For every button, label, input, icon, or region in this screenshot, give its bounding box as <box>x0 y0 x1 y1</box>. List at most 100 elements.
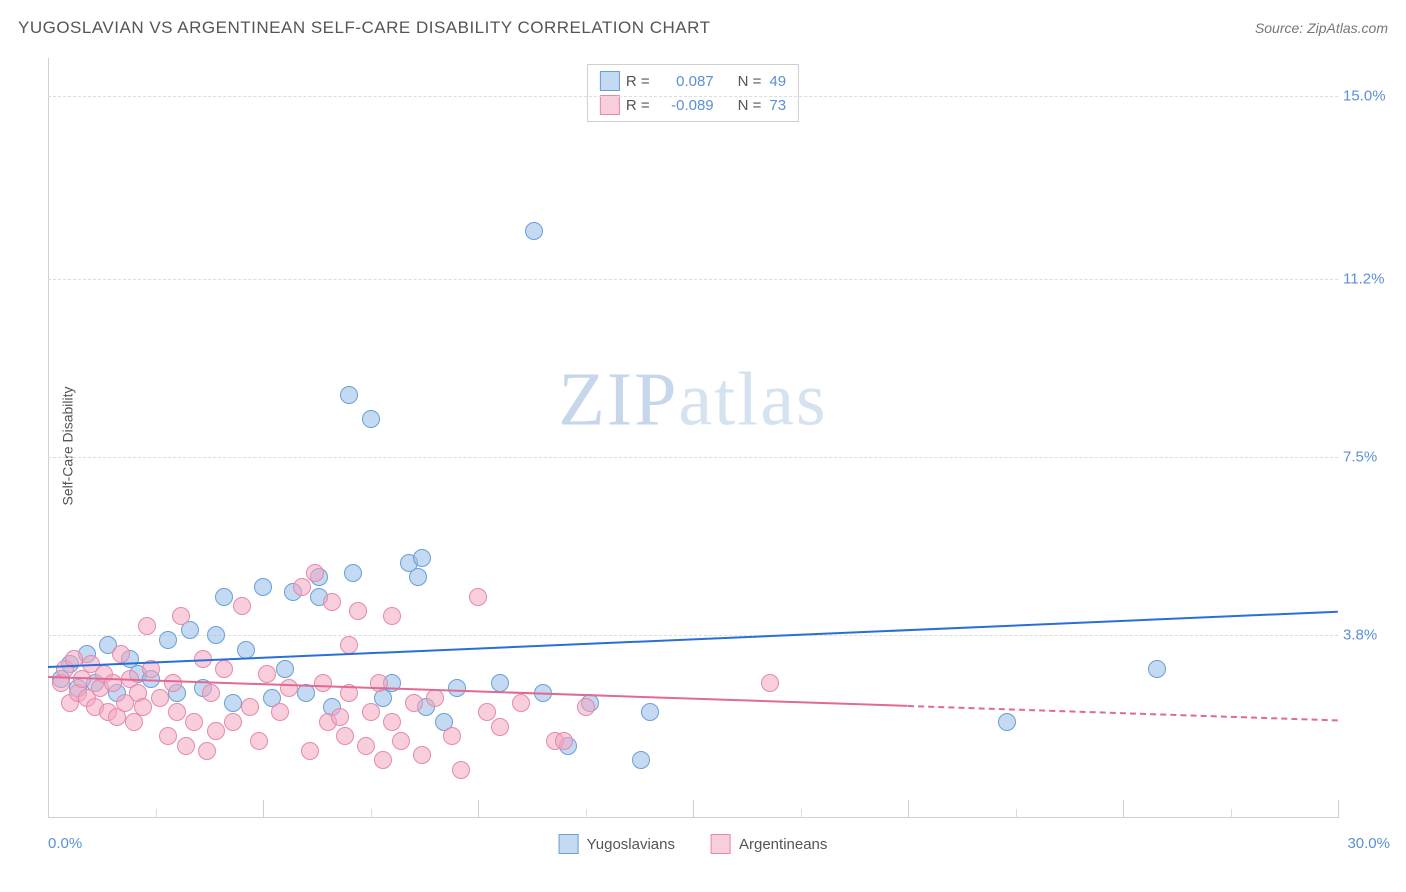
watermark-bold: ZIP <box>558 358 678 442</box>
data-point-argentineans <box>370 674 388 692</box>
source-prefix: Source: <box>1255 20 1307 36</box>
data-point-argentineans <box>405 694 423 712</box>
gridline <box>48 457 1338 458</box>
legend-row-yugoslavians: R =0.087N =49 <box>600 69 786 93</box>
legend-r-label: R = <box>626 97 650 114</box>
series-legend-item-yugoslavians: Yugoslavians <box>559 834 675 854</box>
data-point-yugoslavians <box>159 631 177 649</box>
legend-swatch <box>559 834 579 854</box>
x-tick-minor <box>801 809 802 818</box>
data-point-argentineans <box>177 737 195 755</box>
data-point-argentineans <box>134 698 152 716</box>
trend-line <box>908 705 1338 721</box>
watermark: ZIPatlas <box>558 357 827 444</box>
data-point-yugoslavians <box>362 410 380 428</box>
source-name: ZipAtlas.com <box>1307 20 1388 36</box>
data-point-argentineans <box>413 746 431 764</box>
data-point-argentineans <box>185 713 203 731</box>
data-point-argentineans <box>112 645 130 663</box>
data-point-argentineans <box>340 636 358 654</box>
gridline <box>48 279 1338 280</box>
data-point-argentineans <box>280 679 298 697</box>
legend-n-value: 49 <box>769 73 786 90</box>
data-point-argentineans <box>233 597 251 615</box>
x-axis-min-label: 0.0% <box>48 835 82 852</box>
data-point-argentineans <box>314 674 332 692</box>
legend-n-value: 73 <box>769 97 786 114</box>
x-tick-major <box>908 800 909 818</box>
axis-border-left <box>48 58 49 818</box>
data-point-argentineans <box>207 722 225 740</box>
data-point-argentineans <box>555 732 573 750</box>
data-point-yugoslavians <box>413 549 431 567</box>
data-point-argentineans <box>349 602 367 620</box>
x-tick-minor <box>371 809 372 818</box>
data-point-yugoslavians <box>525 222 543 240</box>
data-point-argentineans <box>159 727 177 745</box>
data-point-argentineans <box>224 713 242 731</box>
chart-header: YUGOSLAVIAN VS ARGENTINEAN SELF-CARE DIS… <box>18 18 1388 38</box>
gridline <box>48 635 1338 636</box>
data-point-argentineans <box>306 564 324 582</box>
data-point-argentineans <box>443 727 461 745</box>
data-point-argentineans <box>138 617 156 635</box>
legend-swatch <box>600 95 620 115</box>
data-point-argentineans <box>168 703 186 721</box>
data-point-argentineans <box>452 761 470 779</box>
series-legend-label: Argentineans <box>739 836 827 853</box>
x-tick-major <box>478 800 479 818</box>
data-point-argentineans <box>164 674 182 692</box>
legend-swatch <box>711 834 731 854</box>
data-point-argentineans <box>198 742 216 760</box>
y-tick-label: 7.5% <box>1343 449 1398 466</box>
chart-title: YUGOSLAVIAN VS ARGENTINEAN SELF-CARE DIS… <box>18 18 711 38</box>
data-point-yugoslavians <box>998 713 1016 731</box>
y-tick-label: 3.8% <box>1343 627 1398 644</box>
data-point-argentineans <box>469 588 487 606</box>
data-point-yugoslavians <box>409 568 427 586</box>
series-legend: Yugoslavians Argentineans <box>559 834 828 854</box>
gridline <box>48 96 1338 97</box>
y-tick-label: 15.0% <box>1343 88 1398 105</box>
correlation-legend: R =0.087N =49R =-0.089N =73 <box>587 64 799 122</box>
data-point-argentineans <box>202 684 220 702</box>
x-tick-major <box>693 800 694 818</box>
x-tick-minor <box>1016 809 1017 818</box>
legend-r-label: R = <box>626 73 650 90</box>
legend-n-label: N = <box>738 97 762 114</box>
data-point-yugoslavians <box>254 578 272 596</box>
series-legend-item-argentineans: Argentineans <box>711 834 827 854</box>
data-point-argentineans <box>293 578 311 596</box>
data-point-argentineans <box>151 689 169 707</box>
data-point-argentineans <box>323 593 341 611</box>
x-tick-major <box>263 800 264 818</box>
data-point-argentineans <box>331 708 349 726</box>
data-point-argentineans <box>258 665 276 683</box>
scatter-plot-area: ZIPatlas R =0.087N =49R =-0.089N =73 Yug… <box>48 58 1338 818</box>
watermark-rest: atlas <box>678 358 827 442</box>
data-point-yugoslavians <box>344 564 362 582</box>
data-point-argentineans <box>362 703 380 721</box>
x-tick-major <box>1338 800 1339 818</box>
data-point-yugoslavians <box>207 626 225 644</box>
data-point-yugoslavians <box>632 751 650 769</box>
x-axis-max-label: 30.0% <box>1347 835 1390 852</box>
x-tick-minor <box>1231 809 1232 818</box>
data-point-yugoslavians <box>237 641 255 659</box>
data-point-argentineans <box>374 751 392 769</box>
data-point-argentineans <box>215 660 233 678</box>
data-point-argentineans <box>383 713 401 731</box>
data-point-argentineans <box>426 689 444 707</box>
data-point-argentineans <box>172 607 190 625</box>
data-point-argentineans <box>491 718 509 736</box>
data-point-yugoslavians <box>224 694 242 712</box>
series-legend-label: Yugoslavians <box>587 836 675 853</box>
data-point-argentineans <box>577 698 595 716</box>
data-point-argentineans <box>392 732 410 750</box>
data-point-argentineans <box>336 727 354 745</box>
x-tick-minor <box>156 809 157 818</box>
chart-source: Source: ZipAtlas.com <box>1255 20 1388 36</box>
legend-n-label: N = <box>738 73 762 90</box>
data-point-argentineans <box>478 703 496 721</box>
data-point-yugoslavians <box>276 660 294 678</box>
